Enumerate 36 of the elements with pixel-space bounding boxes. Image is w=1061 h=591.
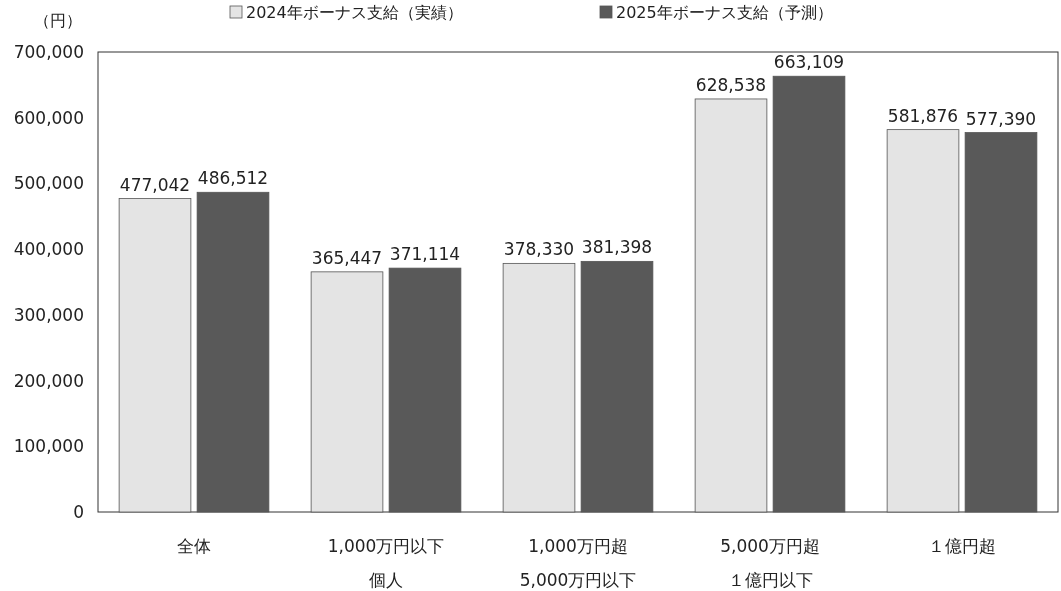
y-tick-label: 100,000 <box>13 436 84 457</box>
x-tick-label: １億円超 <box>928 536 996 556</box>
y-tick-label: 200,000 <box>13 370 84 391</box>
y-tick-label: 600,000 <box>13 107 84 128</box>
bar <box>772 75 846 513</box>
bar <box>694 98 768 513</box>
bar <box>886 129 960 513</box>
y-tick-label: 300,000 <box>13 304 84 325</box>
bar <box>118 198 192 513</box>
legend-label: 2025年ボーナス支給（予測） <box>616 3 833 22</box>
legend-label: 2024年ボーナス支給（実績） <box>246 3 463 22</box>
y-tick-label: 500,000 <box>13 173 84 194</box>
bar <box>196 191 270 513</box>
x-tick-label: 1,000万円超5,000万円以下 <box>519 536 637 590</box>
y-tick-label: 0 <box>73 501 84 522</box>
x-tick-label: 1,000万円以下個人 <box>327 536 445 590</box>
y-tick-label: 400,000 <box>13 239 84 260</box>
bar <box>580 260 654 513</box>
x-tick-label: 5,000万円超１億円以下 <box>720 536 820 590</box>
bar <box>964 132 1038 513</box>
data-label: 628,538 <box>695 74 767 95</box>
y-tick-label: 700,000 <box>13 41 84 62</box>
data-label: 381,398 <box>581 237 653 258</box>
data-label: 477,042 <box>119 174 191 195</box>
data-label: 378,330 <box>503 239 575 260</box>
data-label: 371,114 <box>389 244 461 265</box>
data-label: 663,109 <box>773 52 845 73</box>
data-label: 486,512 <box>197 168 269 189</box>
x-tick-label: 全体 <box>177 536 211 556</box>
bar <box>310 271 384 513</box>
data-label: 365,447 <box>311 247 383 268</box>
y-axis-title: （円） <box>34 11 82 30</box>
bar <box>388 267 462 513</box>
data-label: 577,390 <box>965 108 1037 129</box>
data-label: 581,876 <box>887 105 959 126</box>
bar <box>502 262 576 513</box>
